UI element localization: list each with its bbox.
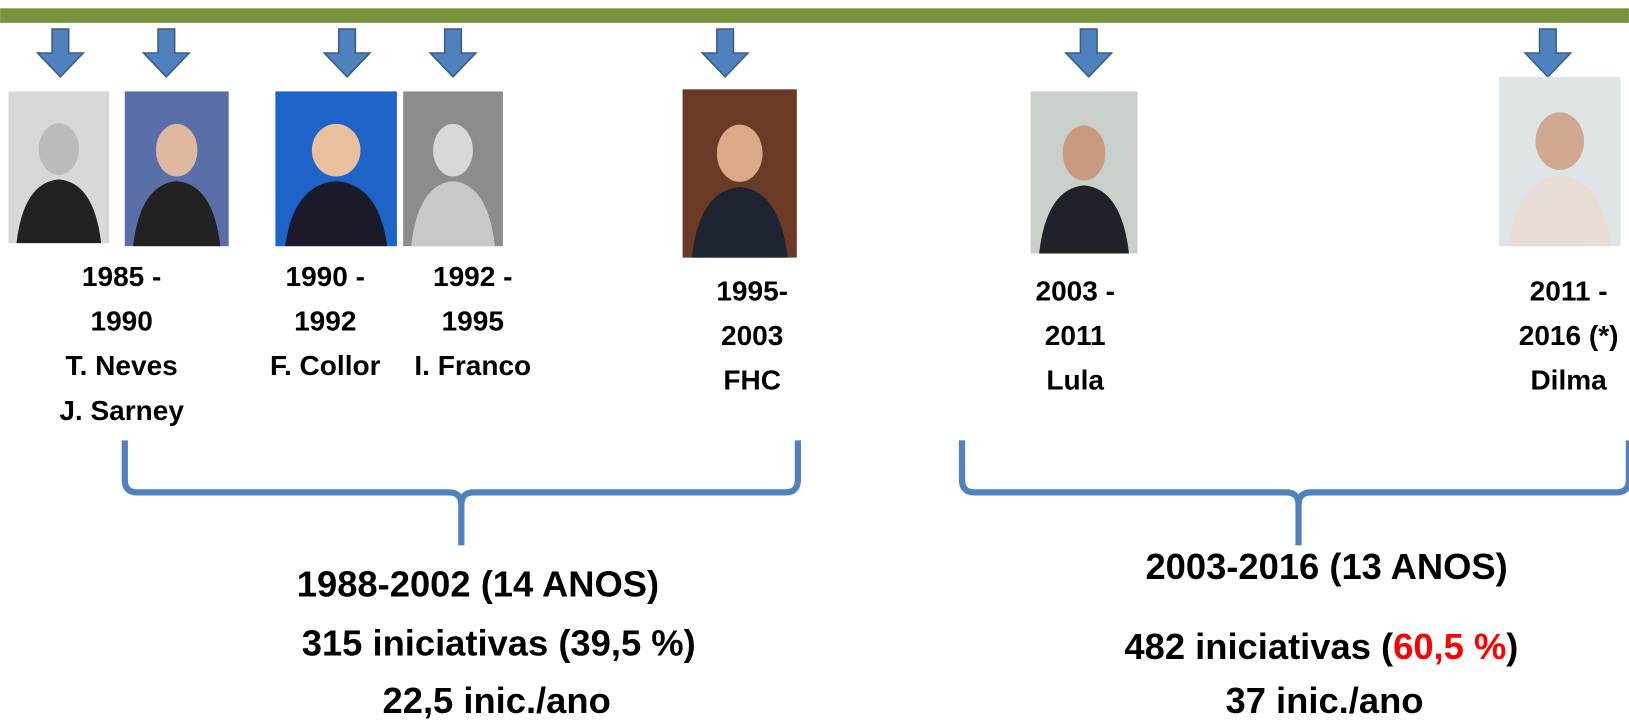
portrait-head <box>312 124 361 177</box>
president-labels: 1985 - 1990 T. Neves J. Sarney 1990 - 1992 F. … <box>59 261 1618 426</box>
president-label: 1992 - <box>433 261 512 292</box>
portrait-head <box>156 124 198 177</box>
page: 1988-2002 (14 ANOS) 315 iniciativas (39,… <box>0 0 1629 724</box>
president-label: Dilma <box>1530 365 1607 396</box>
president-label: 2016 (*) <box>1519 320 1619 351</box>
portrait <box>683 89 797 257</box>
down-arrow <box>1525 29 1571 77</box>
down-arrow <box>143 29 189 77</box>
down-arrow <box>702 29 748 77</box>
photos <box>8 77 1620 258</box>
president-label: 2003 - <box>1035 275 1114 306</box>
portrait-head <box>433 124 473 177</box>
portrait-head <box>39 123 79 175</box>
portrait <box>1031 91 1138 253</box>
portrait <box>275 91 397 246</box>
president-label: T. Neves <box>66 350 178 381</box>
initiatives-text: 482 iniciativas ( <box>1124 626 1394 667</box>
period-title: 2003-2016 (13 ANOS) <box>1145 546 1507 587</box>
president-label: 2011 <box>1045 320 1106 351</box>
period-initiatives: 482 iniciativas (60,5 %) <box>1124 626 1518 667</box>
president-label: 1990 <box>90 305 152 336</box>
portrait-head <box>1535 112 1584 170</box>
president-label: Lula <box>1046 365 1104 396</box>
president-label: I. Franco <box>414 350 531 381</box>
president-label: J. Sarney <box>59 395 184 426</box>
portrait-head <box>1063 125 1106 180</box>
portrait <box>8 91 109 243</box>
period-rate: 37 inic./ano <box>1226 680 1424 721</box>
down-arrow <box>430 29 476 77</box>
president-label: 2003 <box>721 320 783 351</box>
arrows <box>38 29 1571 77</box>
brace <box>125 440 798 545</box>
brace <box>962 440 1629 545</box>
president-label: 1995 <box>442 305 504 336</box>
down-arrow <box>38 29 84 77</box>
initiatives-highlight: 60,5 % <box>1393 626 1506 667</box>
down-arrow <box>324 29 370 77</box>
president-label: 1992 <box>294 305 356 336</box>
period-initiatives: 315 iniciativas (39,5 %) <box>302 623 696 664</box>
down-arrow <box>1066 29 1112 77</box>
president-label: FHC <box>723 365 781 396</box>
portrait <box>125 91 229 246</box>
portrait <box>1499 77 1621 246</box>
president-label: 1995- <box>716 275 788 306</box>
period-rate: 22,5 inic./ano <box>383 680 611 721</box>
president-label: 1985 - <box>82 261 161 292</box>
president-label: 1990 - <box>286 261 365 292</box>
president-label: 2011 - <box>1530 275 1608 306</box>
initiatives-end: ) <box>1506 626 1518 667</box>
portrait <box>403 91 503 246</box>
period-title: 1988-2002 (14 ANOS) <box>297 563 659 604</box>
portrait-head <box>717 125 763 182</box>
president-label: F. Collor <box>270 350 381 381</box>
slide: 1988-2002 (14 ANOS) 315 iniciativas (39,… <box>0 0 1629 724</box>
top-bar <box>0 8 1629 23</box>
